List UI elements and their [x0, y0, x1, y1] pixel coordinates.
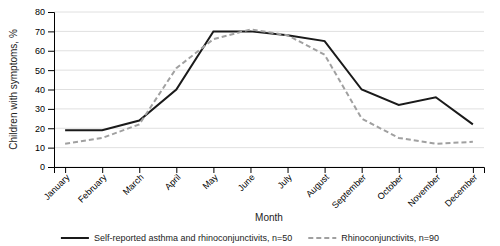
tick: 10 [35, 143, 54, 153]
legend: Self-reported asthma and rhinoconjunctiv… [61, 233, 439, 243]
grid-line [54, 128, 484, 129]
grid-line [54, 147, 484, 148]
tick-mark [48, 12, 54, 13]
lines [65, 29, 473, 143]
tick-mark [325, 167, 326, 173]
legend-item: Rhinoconjunctivits, n=90 [308, 233, 439, 243]
tick-mark [48, 70, 54, 71]
grid-line [54, 89, 484, 90]
tick-label: August [304, 172, 331, 199]
tick: February [76, 167, 109, 205]
grid [54, 12, 484, 167]
tick-label: April [163, 172, 183, 192]
tick-label: 70 [35, 27, 45, 37]
x-axis-title: Month [255, 212, 283, 223]
grid-line [54, 12, 484, 13]
series-line [65, 31, 473, 130]
tick: May [201, 167, 220, 191]
tick-label: 80 [35, 7, 45, 17]
tick: August [304, 167, 331, 199]
tick: December [443, 167, 479, 209]
chart: Self-reported asthma and rhinoconjunctiv… [0, 0, 500, 246]
tick-label: 10 [35, 143, 45, 153]
tick-mark [436, 167, 437, 173]
tick-label: 20 [35, 124, 45, 134]
series-line [65, 29, 473, 143]
tick-label: 60 [35, 46, 45, 56]
tick: June [236, 167, 257, 193]
tick-mark [139, 167, 140, 173]
tick: 50 [35, 66, 54, 76]
legend-swatch [308, 237, 336, 239]
tick-mark [288, 167, 289, 173]
legend-item: Self-reported asthma and rhinoconjunctiv… [61, 233, 292, 243]
axis-line [48, 13, 55, 168]
tick-mark [213, 167, 214, 173]
tick-mark [176, 167, 177, 173]
tick-label: 30 [35, 104, 45, 114]
tick-label: September [330, 172, 368, 210]
tick-label: January [42, 172, 72, 202]
tick: 40 [35, 85, 54, 95]
tick-mark [399, 167, 400, 173]
tick-mark [48, 148, 54, 149]
tick-label: December [443, 172, 479, 208]
tick: 0 [40, 162, 54, 172]
tick-mark [65, 167, 66, 173]
tick-label: May [201, 172, 220, 191]
tick-mark [48, 128, 54, 129]
tick-mark [102, 167, 103, 173]
legend-swatch [61, 237, 89, 239]
tick-label: 40 [35, 85, 45, 95]
legend-label: Rhinoconjunctivits, n=90 [341, 233, 439, 243]
grid-line [54, 70, 484, 71]
tick-label: 0 [40, 162, 45, 172]
tick-label: October [375, 172, 405, 202]
tick-label: 50 [35, 66, 45, 76]
tick: October [375, 167, 405, 202]
tick-label: November [406, 172, 442, 208]
tick: April [163, 167, 183, 192]
tick-mark [48, 31, 54, 32]
tick: 30 [35, 104, 54, 114]
y-axis-title: Children with symptoms, % [8, 29, 19, 150]
tick: 70 [35, 27, 54, 37]
legend-label: Self-reported asthma and rhinoconjunctiv… [94, 233, 292, 243]
tick-mark [48, 51, 54, 52]
grid-line [54, 50, 484, 51]
tick-label: February [76, 172, 109, 205]
grid-line [54, 108, 484, 109]
tick: March [121, 167, 146, 197]
tick-mark [250, 167, 251, 173]
tick-label: June [236, 172, 257, 193]
tick: 80 [35, 7, 54, 17]
axis-line [55, 168, 485, 174]
y-axis: 0 10 20 30 40 50 60 70 80 [35, 7, 55, 172]
tick-mark [473, 167, 474, 173]
tick-mark [362, 167, 363, 173]
tick: July [276, 167, 295, 191]
tick: 60 [35, 46, 54, 56]
plot: 0 10 20 30 40 50 60 70 80 JanuaryFebruary March Apr… [35, 7, 485, 210]
tick-mark [48, 90, 54, 91]
x-axis: JanuaryFebruary March April May June July Augu… [42, 167, 485, 210]
tick: January [42, 167, 72, 202]
tick-mark [48, 109, 54, 110]
tick-mark [48, 167, 54, 168]
tick: September [330, 167, 368, 210]
tick: November [406, 167, 442, 209]
tick-label: March [121, 172, 146, 197]
tick-label: July [276, 172, 295, 191]
tick: 20 [35, 124, 54, 134]
